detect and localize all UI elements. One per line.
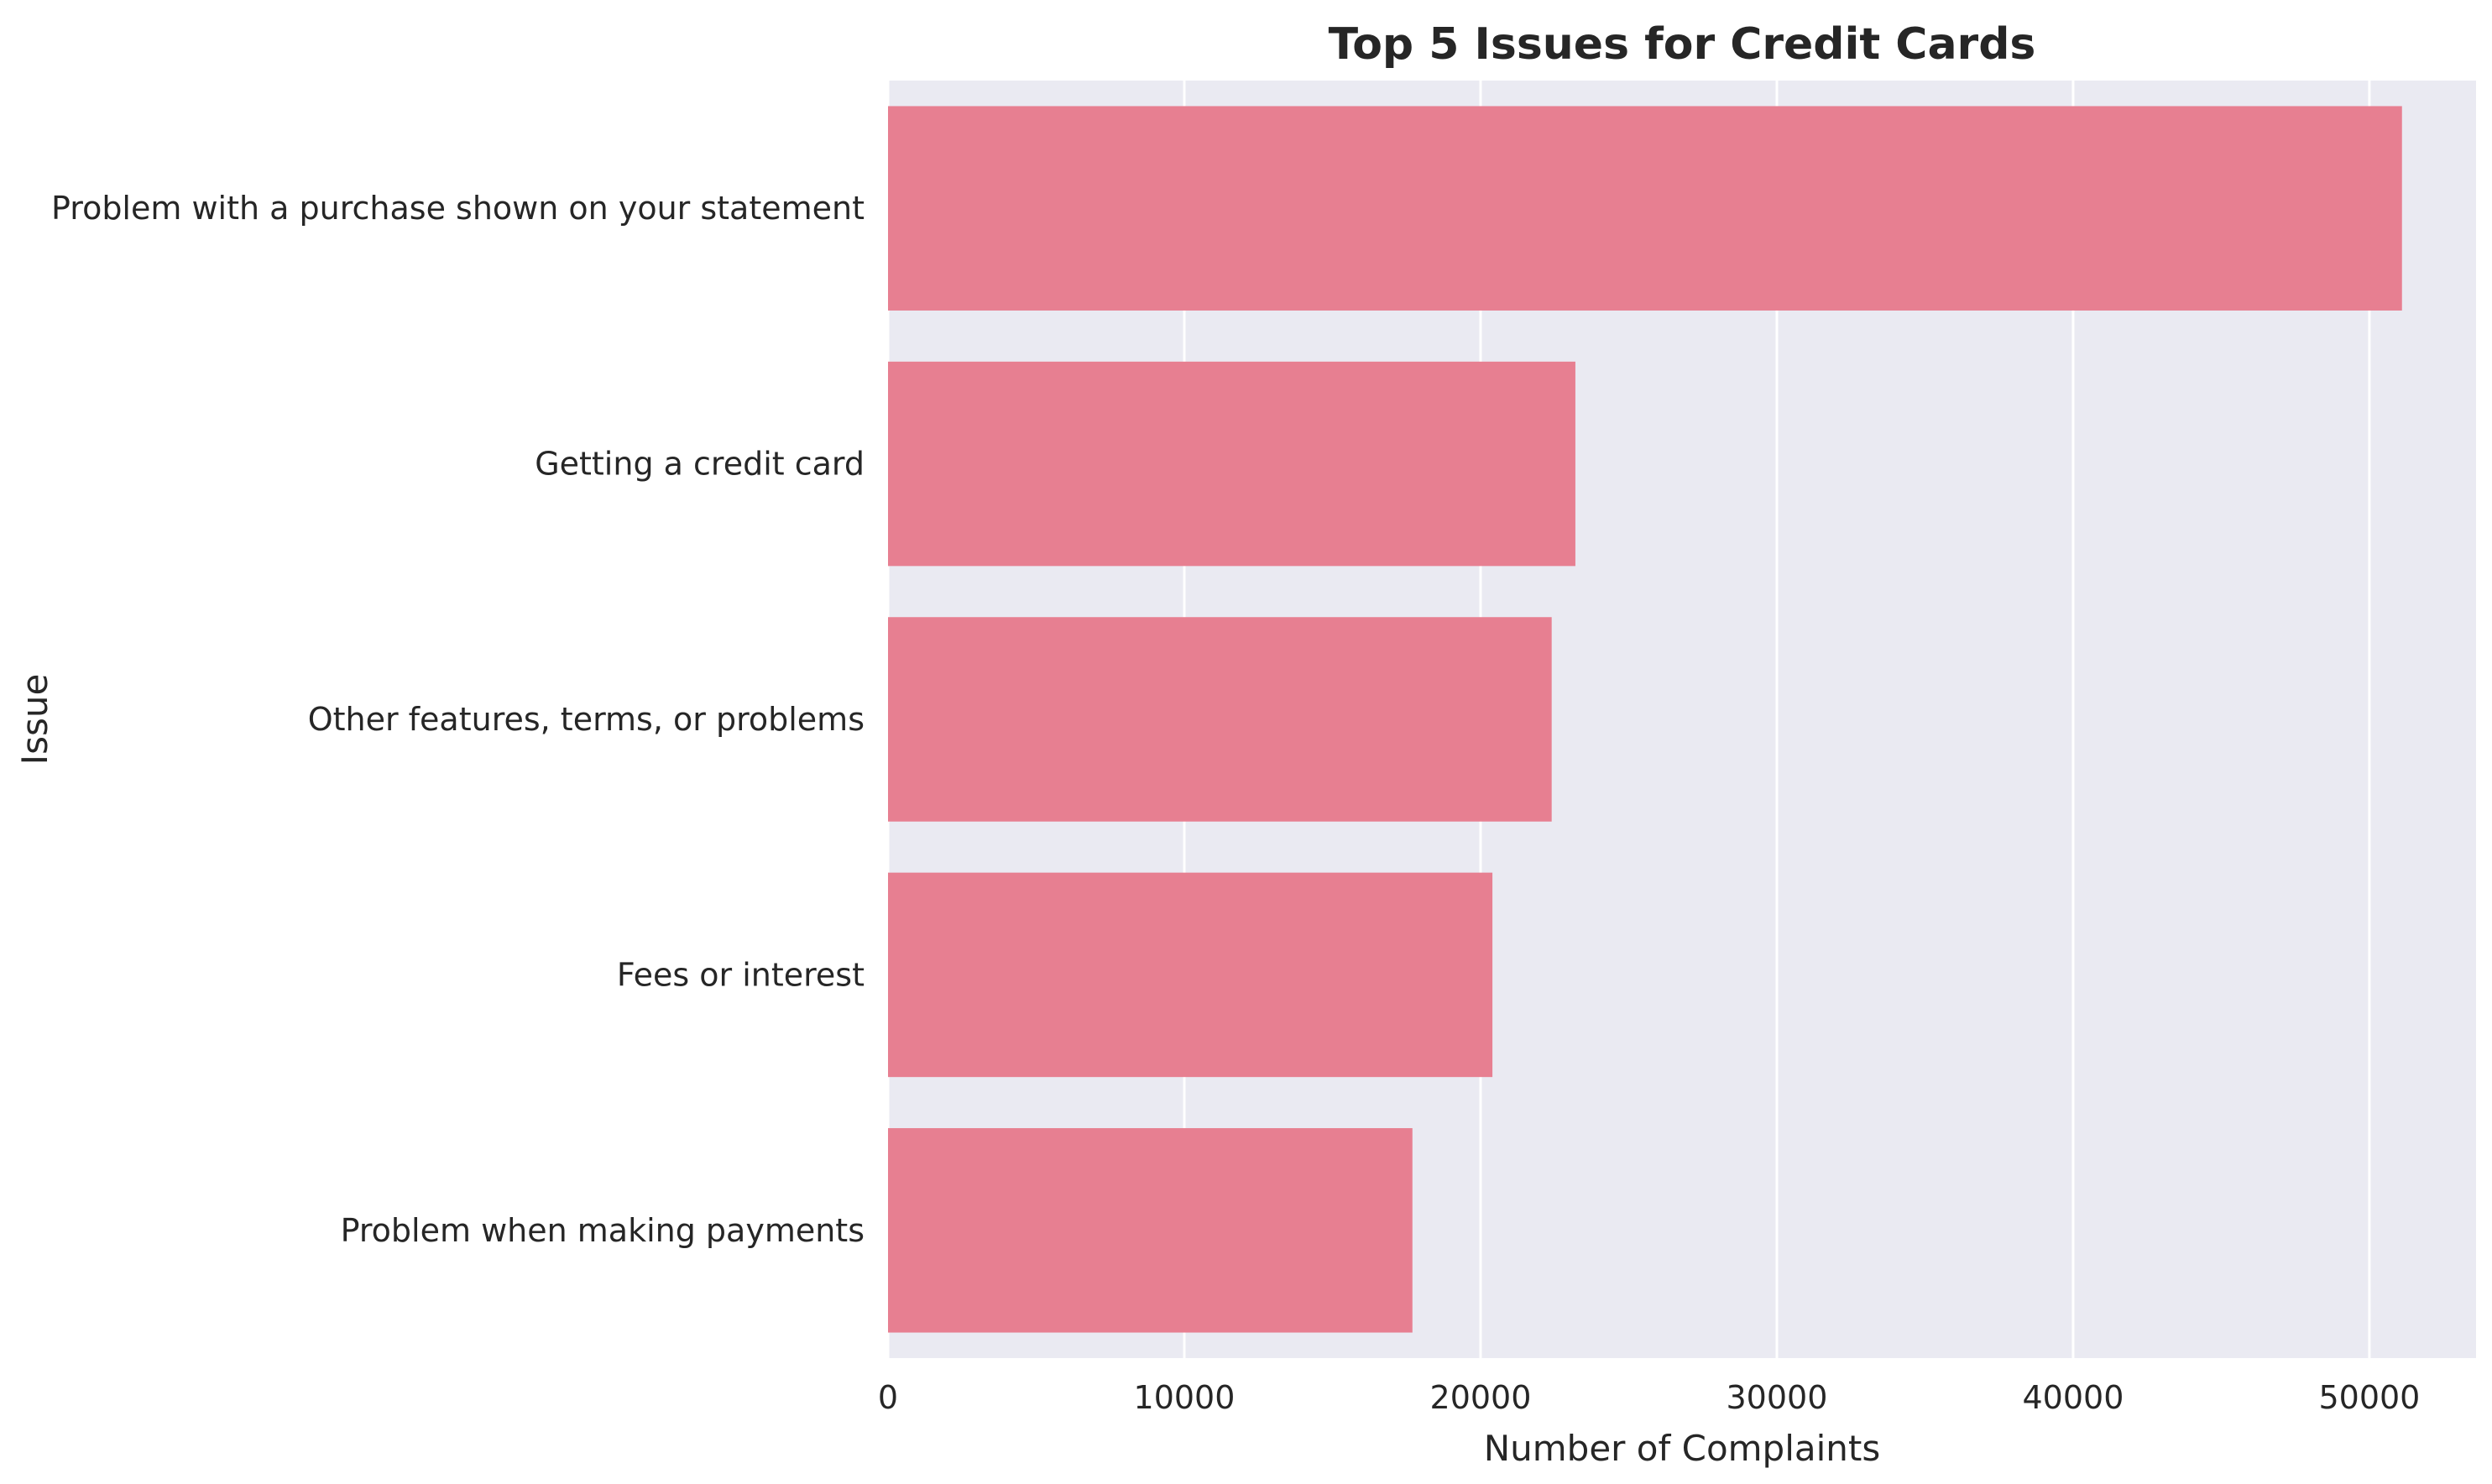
chart-title: Top 5 Issues for Credit Cards [1329,19,2036,70]
x-tick-label: 40000 [2022,1379,2124,1416]
x-tick-labels: 0 10000 20000 30000 40000 50000 [878,1379,2420,1416]
y-tick-label: Problem when making payments [341,1212,865,1249]
y-axis-title: Issue [14,674,55,766]
y-tick-label: Problem with a purchase shown on your st… [51,190,865,227]
x-axis-title: Number of Complaints [1484,1428,1881,1469]
bar [888,1128,1413,1333]
y-tick-labels: Problem with a purchase shown on your st… [51,190,865,1249]
x-tick-label: 0 [878,1379,898,1416]
bar [888,617,1552,822]
bars [888,106,2402,1333]
bar [888,361,1575,567]
x-tick-label: 30000 [1727,1379,1828,1416]
x-tick-label: 50000 [2318,1379,2420,1416]
y-tick-label: Getting a credit card [535,446,865,483]
y-tick-label: Other features, terms, or problems [308,701,865,738]
x-tick-label: 10000 [1134,1379,1236,1416]
bar [888,106,2402,311]
bar [888,872,1493,1078]
y-tick-label: Fees or interest [617,956,865,993]
x-tick-label: 20000 [1430,1379,1532,1416]
